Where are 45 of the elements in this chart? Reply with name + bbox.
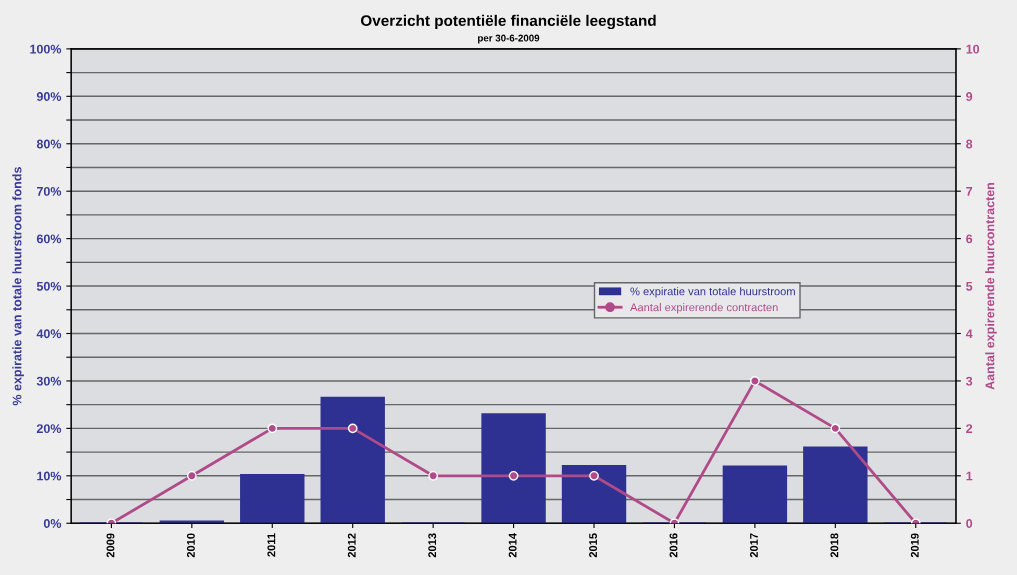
y2-tick-label: 6 bbox=[966, 234, 973, 244]
y2-tick-label: 0 bbox=[966, 519, 973, 528]
y2-tick-label: 10 bbox=[966, 44, 980, 54]
x-tick-label: 2011 bbox=[267, 533, 276, 557]
bar bbox=[320, 396, 385, 524]
x-tick-label: 2012 bbox=[347, 533, 356, 558]
x-tick-label: 2016 bbox=[669, 533, 678, 558]
y-tick-label: 80% bbox=[36, 139, 62, 149]
x-tick-label: 2009 bbox=[106, 533, 115, 558]
y2-tick-label: 7 bbox=[966, 187, 973, 196]
x-tick-label: 2015 bbox=[589, 533, 597, 558]
y-axis-title: % expiratie van totale huurstroom fonds bbox=[12, 167, 24, 406]
y-tick-label: 70% bbox=[36, 186, 62, 196]
x-tick-label: 2018 bbox=[830, 533, 839, 558]
y2-tick-label: 3 bbox=[965, 376, 973, 386]
y2-tick-label: 9 bbox=[966, 92, 973, 101]
y2-tick-label: 2 bbox=[966, 424, 973, 433]
x-tick-label: 2013 bbox=[428, 533, 437, 558]
chart-subtitle: per 30-6-2009 bbox=[478, 34, 540, 44]
y-tick-label: 90% bbox=[36, 92, 62, 101]
y2-axis-title: Aantal expirerende huurcontracten bbox=[985, 182, 997, 390]
y-tick-label: 10% bbox=[37, 471, 62, 481]
y2-tick-label: 1 bbox=[966, 471, 973, 481]
y-tick-label: 0% bbox=[43, 519, 62, 528]
y-tick-label: 40% bbox=[36, 329, 62, 339]
bar bbox=[481, 413, 546, 524]
bar bbox=[722, 465, 788, 524]
chart-title: Overzicht potentiële financiële leegstand bbox=[360, 14, 656, 30]
x-tick-label: 2019 bbox=[910, 533, 919, 558]
y2-tick-label: 5 bbox=[966, 281, 973, 291]
bar bbox=[240, 474, 305, 524]
x-tick-label: 2010 bbox=[186, 533, 195, 558]
y-tick-label: 50% bbox=[36, 281, 62, 291]
y2-tick-label: 8 bbox=[966, 139, 973, 149]
x-tick-label: 2017 bbox=[750, 533, 758, 558]
x-tick-label: 2014 bbox=[508, 533, 517, 558]
y-tick-label: 100% bbox=[30, 44, 62, 54]
bar bbox=[803, 446, 868, 524]
y-tick-label: 20% bbox=[36, 424, 62, 434]
y-tick-label: 30% bbox=[36, 376, 62, 386]
bar bbox=[561, 465, 627, 524]
y-tick-label: 60% bbox=[36, 234, 62, 244]
legend-label: % expiratie van totale huurstroom bbox=[630, 287, 795, 298]
y2-tick-label: 4 bbox=[965, 329, 973, 339]
legend-label: Aantal expirerende contracten bbox=[630, 303, 778, 314]
